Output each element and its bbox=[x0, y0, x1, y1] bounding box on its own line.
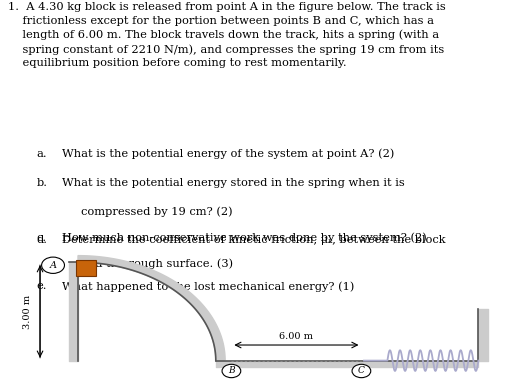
Text: a.: a. bbox=[36, 149, 47, 159]
Circle shape bbox=[42, 257, 64, 274]
Text: 6.00 m: 6.00 m bbox=[279, 331, 314, 341]
Text: 1.  A 4.30 kg block is released from point A in the figure below. The track is
 : 1. A 4.30 kg block is released from poin… bbox=[8, 2, 446, 69]
Text: 3.00 m: 3.00 m bbox=[22, 295, 32, 328]
Polygon shape bbox=[78, 256, 225, 360]
Text: compressed by 19 cm? (2): compressed by 19 cm? (2) bbox=[81, 207, 232, 217]
Text: What happened to the lost mechanical energy? (1): What happened to the lost mechanical ene… bbox=[62, 281, 355, 291]
Text: c.: c. bbox=[36, 233, 46, 243]
Text: e.: e. bbox=[36, 281, 47, 291]
Text: How much non-conservative work was done by the system? (2): How much non-conservative work was done … bbox=[62, 233, 427, 243]
Text: A: A bbox=[49, 261, 57, 270]
Text: C: C bbox=[358, 367, 365, 376]
Text: What is the potential energy stored in the spring when it is: What is the potential energy stored in t… bbox=[62, 178, 405, 187]
Text: b.: b. bbox=[36, 178, 47, 187]
Text: What is the potential energy of the system at point A? (2): What is the potential energy of the syst… bbox=[62, 149, 395, 159]
Circle shape bbox=[352, 364, 371, 378]
Text: d.: d. bbox=[36, 235, 47, 245]
Text: Determine the coefficient of kinetic friction, μₖ, between the block: Determine the coefficient of kinetic fri… bbox=[62, 235, 446, 245]
Text: B: B bbox=[228, 367, 235, 376]
Text: and the rough surface. (3): and the rough surface. (3) bbox=[81, 258, 233, 269]
Bar bbox=[76, 261, 96, 276]
Circle shape bbox=[222, 364, 241, 378]
